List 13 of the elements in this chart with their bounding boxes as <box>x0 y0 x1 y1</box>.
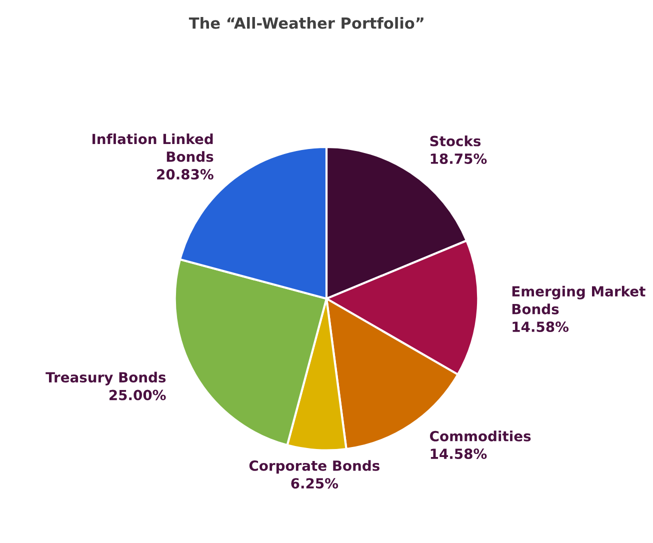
data-label: 14.58% <box>512 322 569 332</box>
data-label: 20.83% <box>157 169 214 180</box>
data-label: 6.25% <box>291 478 338 489</box>
slice-label: Stocks <box>430 136 481 146</box>
data-label: 18.75% <box>430 153 487 164</box>
data-label: 14.58% <box>430 448 487 460</box>
slice-label: Commodities <box>430 430 531 442</box>
slice-label: Emerging Market Bonds <box>512 286 646 314</box>
data-label: 25.00% <box>110 390 166 400</box>
chart-title: The “All-Weather Portfolio” <box>188 17 424 29</box>
slice-label: Treasury Bonds <box>46 372 166 386</box>
slice-label: Corporate Bonds <box>249 460 380 474</box>
slice-label: Inflation Linked Bonds <box>92 133 214 162</box>
